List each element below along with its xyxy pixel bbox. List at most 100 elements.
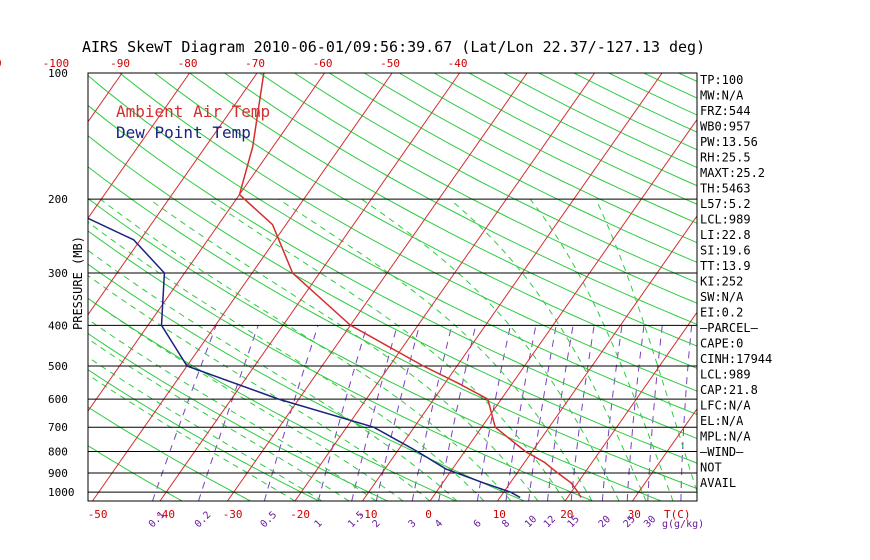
dry-adiabat-line — [433, 73, 697, 205]
chart-title: AIRS SkewT Diagram 2010-06-01/09:56:39.6… — [82, 38, 705, 56]
top-temp-tick-label: -40 — [448, 57, 468, 70]
dry-adiabat-line — [88, 166, 697, 490]
bottom-temp-tick-label: 0 — [425, 508, 432, 521]
stat-label: FRZ:544 — [700, 104, 751, 118]
dry-adiabat-line — [398, 73, 697, 224]
isotherm-line — [294, 73, 596, 501]
mixing-ratio-tick-label: 10 — [523, 514, 539, 530]
mixing-ratio-tick-label: 12 — [542, 514, 558, 530]
mixing-ratio-tick-label: 6 — [472, 518, 484, 530]
dry-adiabat-line — [88, 332, 388, 501]
dry-adiabat-line — [88, 230, 593, 501]
dry-adiabat-line — [88, 197, 662, 501]
moist-adiabat-line — [99, 198, 512, 501]
stat-label: SI:19.6 — [700, 244, 751, 258]
mixing-ratio-tick-label: 20 — [597, 514, 613, 530]
stat-label: RH:25.5 — [700, 151, 751, 165]
top-temp-tick-label: -70 — [245, 57, 265, 70]
moist-adiabat-line — [88, 318, 377, 501]
mixing-ratio-tick-label: 3 — [407, 518, 419, 530]
pressure-tick-label: 800 — [48, 446, 68, 459]
legend-ambient-air-temp: Ambient Air Temp — [116, 102, 270, 121]
isotherm-line — [159, 73, 461, 501]
stat-label: LCL:989 — [700, 368, 751, 382]
stat-label: TH:5463 — [700, 182, 751, 196]
stat-label: LFC:N/A — [700, 399, 751, 413]
moist-adiabat-line — [88, 221, 485, 501]
pressure-tick-label: 300 — [48, 267, 68, 280]
isotherm-line — [497, 215, 697, 501]
moist-adiabat-line — [88, 249, 458, 501]
top-temp-tick-label: -80 — [178, 57, 198, 70]
dry-adiabat-line — [88, 135, 697, 464]
isotherm-line — [362, 73, 663, 501]
legend-dew-point-temp: Dew Point Temp — [116, 123, 251, 142]
bottom-temp-tick-label: -10 — [358, 508, 378, 521]
stat-label: CAP:21.8 — [700, 383, 758, 397]
pressure-tick-label: 100 — [48, 67, 68, 80]
stat-label: CINH:17944 — [700, 352, 772, 366]
stat-label: TT:13.9 — [700, 259, 751, 273]
mixing-ratio-line — [528, 325, 557, 501]
stat-label: MAXT:25.2 — [700, 166, 765, 180]
dry-adiabat-line — [259, 73, 697, 304]
stat-label: TP:100 — [700, 73, 743, 87]
stat-label: —WIND— — [700, 445, 744, 459]
dry-adiabat-line — [329, 73, 697, 263]
dry-adiabat-line — [119, 73, 697, 392]
mixing-ratio-line — [152, 325, 217, 501]
dry-adiabat-line — [88, 445, 183, 501]
moist-adiabat-line — [361, 198, 620, 501]
moist-adiabat-line — [595, 198, 697, 494]
stat-label: L57:5.2 — [700, 197, 751, 211]
isotherm-line — [88, 73, 326, 412]
mixing-ratio-line — [680, 325, 693, 501]
plot-frame — [87, 72, 698, 502]
moist-adiabat-line — [88, 338, 350, 501]
isotherm-line — [564, 311, 697, 501]
moist-adiabat-line — [278, 198, 593, 501]
temperature-profile — [238, 73, 582, 498]
pressure-tick-label: 400 — [48, 319, 68, 332]
stat-label: SW:N/A — [700, 290, 744, 304]
top-temp-tick-label: -50 — [380, 57, 400, 70]
stat-label: LCL:989 — [700, 213, 751, 227]
stat-label: CAPE:0 — [700, 337, 743, 351]
stat-label: KI:252 — [700, 275, 743, 289]
mixing-ratio-line — [547, 325, 574, 501]
bottom-temp-tick-label: 10 — [493, 508, 506, 521]
mixing-ratio-tick-label: 4 — [433, 518, 445, 530]
pressure-tick-label: 900 — [48, 467, 68, 480]
dry-adiabat-line — [503, 73, 697, 169]
dry-adiabat-line — [294, 73, 697, 284]
isotherm-line — [429, 118, 697, 501]
pressure-tick-label: 600 — [48, 393, 68, 406]
isotherm-line — [88, 73, 191, 220]
mixing-ratio-line — [626, 325, 645, 501]
dry-adiabat-line — [189, 73, 697, 347]
mixing-ratio-line — [476, 325, 511, 501]
stat-label: EI:0.2 — [700, 306, 743, 320]
dewpoint-profile — [88, 217, 521, 499]
top-temp-tick-label: -90 — [110, 57, 130, 70]
mixing-ratio-tick-label: 8 — [500, 518, 512, 530]
moist-adiabat-line — [529, 198, 674, 501]
isotherm-line — [632, 407, 697, 501]
stat-label: LI:22.8 — [700, 228, 751, 242]
bottom-temp-tick-label: 20 — [560, 508, 573, 521]
top-temp-tick-label: -100 — [43, 57, 70, 70]
stat-label: AVAIL — [700, 476, 736, 490]
mixing-ratio-line — [198, 325, 259, 501]
isotherm-line — [92, 73, 393, 501]
bottom-temp-tick-label: -30 — [223, 508, 243, 521]
moist-adiabat-line — [449, 198, 647, 501]
moist-adiabat-line — [88, 297, 404, 501]
isotherm-line — [768, 73, 870, 501]
mixing-ratio-tick-label: 1 — [313, 518, 325, 530]
stat-label: PW:13.56 — [700, 135, 758, 149]
top-temp-tick-label: -110 — [0, 57, 2, 70]
stat-label: —PARCEL— — [700, 321, 759, 335]
mixing-ratio-tick-label: 2 — [371, 518, 383, 530]
bottom-temp-tick-label: -40 — [155, 508, 175, 521]
mixing-ratio-line — [601, 325, 623, 501]
